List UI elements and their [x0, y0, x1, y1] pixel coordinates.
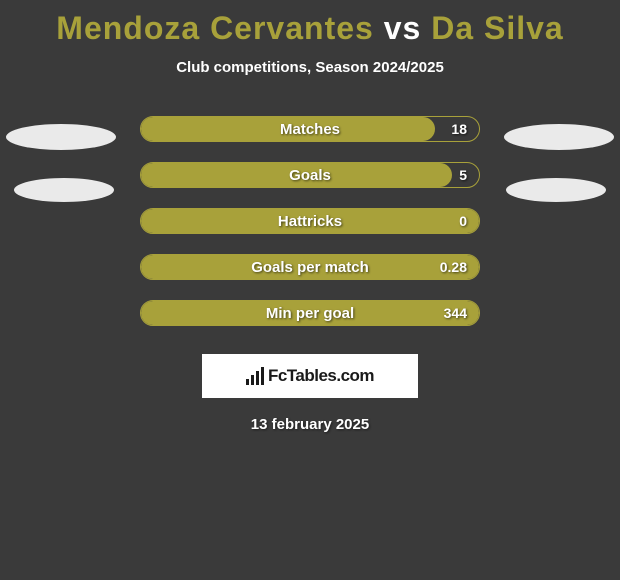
stat-bar: Goals per match 0.28 [140, 254, 480, 280]
stat-row: Min per goal 344 [0, 290, 620, 336]
stat-bar: Goals 5 [140, 162, 480, 188]
stat-bar-fill [141, 163, 452, 187]
stat-value: 5 [459, 163, 467, 187]
stat-bar-fill [141, 255, 479, 279]
stat-row: Goals per match 0.28 [0, 244, 620, 290]
bar-chart-icon [246, 367, 264, 385]
stat-bar-fill [141, 301, 479, 325]
logo-text: FcTables.com [268, 366, 374, 386]
stat-bar: Hattricks 0 [140, 208, 480, 234]
stat-bar: Min per goal 344 [140, 300, 480, 326]
site-logo[interactable]: FcTables.com [202, 354, 418, 398]
stat-value: 18 [451, 117, 467, 141]
page-title: Mendoza Cervantes vs Da Silva [0, 0, 620, 47]
player2-name: Da Silva [431, 10, 564, 46]
stat-bar: Matches 18 [140, 116, 480, 142]
date-label: 13 february 2025 [0, 416, 620, 433]
stats-list: Matches 18 Goals 5 Hattricks 0 Goals per… [0, 106, 620, 336]
stat-row: Goals 5 [0, 152, 620, 198]
subtitle: Club competitions, Season 2024/2025 [0, 59, 620, 76]
stat-bar-fill [141, 209, 479, 233]
stat-bar-fill [141, 117, 435, 141]
stat-row: Hattricks 0 [0, 198, 620, 244]
stat-row: Matches 18 [0, 106, 620, 152]
player1-name: Mendoza Cervantes [56, 10, 374, 46]
vs-text: vs [384, 10, 422, 46]
comparison-card: Mendoza Cervantes vs Da Silva Club compe… [0, 0, 620, 580]
